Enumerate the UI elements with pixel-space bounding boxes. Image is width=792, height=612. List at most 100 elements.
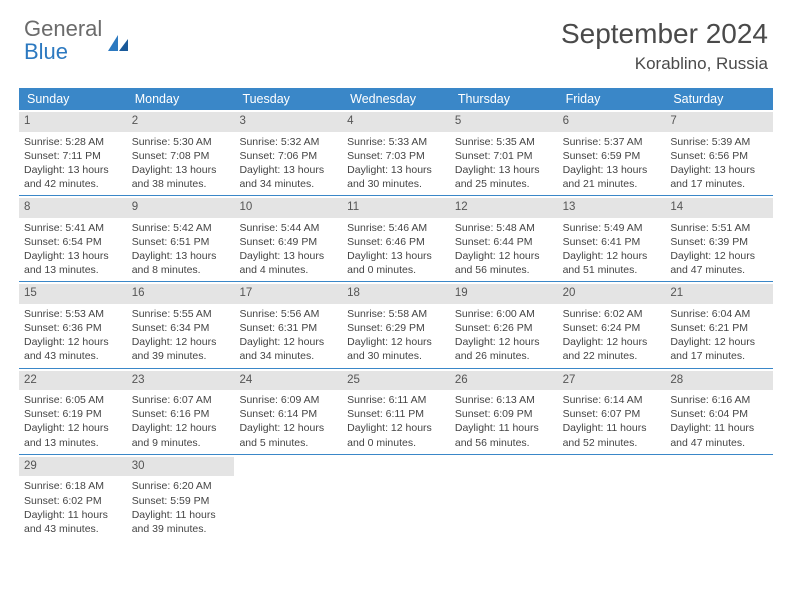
d1-text: Daylight: 13 hours bbox=[24, 249, 122, 263]
day-cell: 7Sunrise: 5:39 AMSunset: 6:56 PMDaylight… bbox=[665, 110, 773, 195]
d2-text: and 13 minutes. bbox=[24, 436, 122, 450]
d1-text: Daylight: 11 hours bbox=[670, 421, 768, 435]
empty-cell bbox=[558, 455, 666, 540]
sunset-text: Sunset: 6:02 PM bbox=[24, 494, 122, 508]
sunset-text: Sunset: 6:59 PM bbox=[563, 149, 661, 163]
day-cell: 8 Sunrise: 5:41 AMSunset: 6:54 PMDaylight… bbox=[19, 196, 127, 281]
sunrise-text: Sunrise: 5:46 AM bbox=[347, 221, 445, 235]
day-number: 5 bbox=[450, 112, 558, 132]
logo-line1: General bbox=[24, 16, 102, 41]
day-cell: 1Sunrise: 5:28 AMSunset: 7:11 PMDaylight… bbox=[19, 110, 127, 195]
day-number: 30 bbox=[127, 457, 235, 477]
sunrise-text: Sunrise: 6:07 AM bbox=[132, 393, 230, 407]
sunrise-text: Sunrise: 5:37 AM bbox=[563, 135, 661, 149]
day-cell: 28Sunrise: 6:16 AMSunset: 6:04 PMDayligh… bbox=[665, 369, 773, 454]
d1-text: Daylight: 12 hours bbox=[670, 335, 768, 349]
sunset-text: Sunset: 6:29 PM bbox=[347, 321, 445, 335]
day-number: 8 bbox=[19, 198, 127, 218]
sunset-text: Sunset: 6:07 PM bbox=[563, 407, 661, 421]
sunrise-text: Sunrise: 6:02 AM bbox=[563, 307, 661, 321]
d2-text: and 47 minutes. bbox=[670, 263, 768, 277]
d2-text: and 5 minutes. bbox=[239, 436, 337, 450]
sunrise-text: Sunrise: 6:05 AM bbox=[24, 393, 122, 407]
day-number: 23 bbox=[127, 371, 235, 391]
empty-cell bbox=[665, 455, 773, 540]
day-number: 16 bbox=[127, 284, 235, 304]
week-row: 15Sunrise: 5:53 AMSunset: 6:36 PMDayligh… bbox=[19, 282, 773, 368]
sunset-text: Sunset: 6:11 PM bbox=[347, 407, 445, 421]
d1-text: Daylight: 13 hours bbox=[563, 163, 661, 177]
day-cell: 17Sunrise: 5:56 AMSunset: 6:31 PMDayligh… bbox=[234, 282, 342, 367]
sunrise-text: Sunrise: 5:56 AM bbox=[239, 307, 337, 321]
day-number: 29 bbox=[19, 457, 127, 477]
d1-text: Daylight: 12 hours bbox=[239, 335, 337, 349]
d1-text: Daylight: 11 hours bbox=[132, 508, 230, 522]
d2-text: and 39 minutes. bbox=[132, 522, 230, 536]
sunrise-text: Sunrise: 5:42 AM bbox=[132, 221, 230, 235]
sunrise-text: Sunrise: 6:16 AM bbox=[670, 393, 768, 407]
d1-text: Daylight: 13 hours bbox=[347, 249, 445, 263]
sunrise-text: Sunrise: 6:09 AM bbox=[239, 393, 337, 407]
d1-text: Daylight: 12 hours bbox=[563, 249, 661, 263]
d2-text: and 0 minutes. bbox=[347, 436, 445, 450]
sunrise-text: Sunrise: 5:48 AM bbox=[455, 221, 553, 235]
day-cell: 22Sunrise: 6:05 AMSunset: 6:19 PMDayligh… bbox=[19, 369, 127, 454]
sunset-text: Sunset: 6:46 PM bbox=[347, 235, 445, 249]
d1-text: Daylight: 12 hours bbox=[239, 421, 337, 435]
sunset-text: Sunset: 6:14 PM bbox=[239, 407, 337, 421]
day-cell: 16Sunrise: 5:55 AMSunset: 6:34 PMDayligh… bbox=[127, 282, 235, 367]
d1-text: Daylight: 13 hours bbox=[670, 163, 768, 177]
d1-text: Daylight: 12 hours bbox=[132, 421, 230, 435]
day-cell: 18Sunrise: 5:58 AMSunset: 6:29 PMDayligh… bbox=[342, 282, 450, 367]
empty-cell bbox=[342, 455, 450, 540]
sunrise-text: Sunrise: 6:14 AM bbox=[563, 393, 661, 407]
sunset-text: Sunset: 6:09 PM bbox=[455, 407, 553, 421]
sunrise-text: Sunrise: 5:51 AM bbox=[670, 221, 768, 235]
d1-text: Daylight: 12 hours bbox=[132, 335, 230, 349]
d2-text: and 34 minutes. bbox=[239, 349, 337, 363]
day-cell: 12Sunrise: 5:48 AMSunset: 6:44 PMDayligh… bbox=[450, 196, 558, 281]
sunrise-text: Sunrise: 5:41 AM bbox=[24, 221, 122, 235]
sunset-text: Sunset: 6:04 PM bbox=[670, 407, 768, 421]
day-number: 1 bbox=[19, 112, 127, 132]
day-cell: 2Sunrise: 5:30 AMSunset: 7:08 PMDaylight… bbox=[127, 110, 235, 195]
sunrise-text: Sunrise: 5:30 AM bbox=[132, 135, 230, 149]
sunset-text: Sunset: 7:08 PM bbox=[132, 149, 230, 163]
sunrise-text: Sunrise: 6:13 AM bbox=[455, 393, 553, 407]
sunrise-text: Sunrise: 6:00 AM bbox=[455, 307, 553, 321]
sunset-text: Sunset: 6:56 PM bbox=[670, 149, 768, 163]
d2-text: and 43 minutes. bbox=[24, 522, 122, 536]
d1-text: Daylight: 13 hours bbox=[132, 163, 230, 177]
d2-text: and 30 minutes. bbox=[347, 349, 445, 363]
day-number: 9 bbox=[127, 198, 235, 218]
day-cell: 10Sunrise: 5:44 AMSunset: 6:49 PMDayligh… bbox=[234, 196, 342, 281]
d1-text: Daylight: 12 hours bbox=[347, 335, 445, 349]
d2-text: and 8 minutes. bbox=[132, 263, 230, 277]
d2-text: and 4 minutes. bbox=[239, 263, 337, 277]
day-number: 7 bbox=[665, 112, 773, 132]
day-number: 14 bbox=[665, 198, 773, 218]
day-cell: 6Sunrise: 5:37 AMSunset: 6:59 PMDaylight… bbox=[558, 110, 666, 195]
day-number: 15 bbox=[19, 284, 127, 304]
sunset-text: Sunset: 6:31 PM bbox=[239, 321, 337, 335]
day-number: 27 bbox=[558, 371, 666, 391]
d2-text: and 34 minutes. bbox=[239, 177, 337, 191]
d2-text: and 47 minutes. bbox=[670, 436, 768, 450]
sunset-text: Sunset: 6:21 PM bbox=[670, 321, 768, 335]
sunset-text: Sunset: 6:54 PM bbox=[24, 235, 122, 249]
dayhead-sat: Saturday bbox=[665, 88, 773, 110]
day-number: 12 bbox=[450, 198, 558, 218]
d2-text: and 26 minutes. bbox=[455, 349, 553, 363]
d2-text: and 21 minutes. bbox=[563, 177, 661, 191]
d1-text: Daylight: 12 hours bbox=[347, 421, 445, 435]
day-number: 25 bbox=[342, 371, 450, 391]
d2-text: and 0 minutes. bbox=[347, 263, 445, 277]
sunset-text: Sunset: 7:06 PM bbox=[239, 149, 337, 163]
sunset-text: Sunset: 6:44 PM bbox=[455, 235, 553, 249]
dayhead-tue: Tuesday bbox=[234, 88, 342, 110]
month-title: September 2024 bbox=[561, 18, 768, 50]
dayhead-fri: Friday bbox=[558, 88, 666, 110]
sunset-text: Sunset: 7:03 PM bbox=[347, 149, 445, 163]
d1-text: Daylight: 11 hours bbox=[563, 421, 661, 435]
sunrise-text: Sunrise: 5:58 AM bbox=[347, 307, 445, 321]
